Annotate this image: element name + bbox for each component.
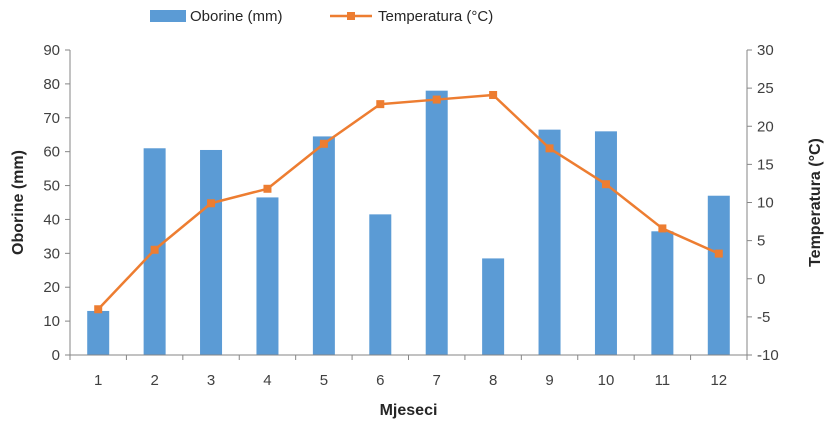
bar: [256, 197, 279, 355]
bar: [651, 231, 674, 355]
line-series-temperatura: [94, 90, 723, 314]
y-tick-label-right: 0: [757, 271, 765, 288]
x-tick-label: 4: [263, 372, 271, 389]
y-axis-title-right: Temperatura (°C): [807, 138, 824, 267]
y-tick-label-right: 20: [757, 118, 774, 135]
x-tick-label: 11: [655, 372, 671, 389]
line-point: [319, 139, 328, 148]
y-tick-label-left: 30: [43, 245, 60, 262]
y-tick-label-right: 15: [757, 156, 774, 173]
y-tick-label-right: 25: [757, 80, 774, 97]
line-point: [150, 245, 159, 254]
y-tick-label-right: 10: [757, 195, 774, 212]
line-point: [714, 249, 723, 258]
y-tick-label-right: 5: [757, 233, 765, 250]
line-point: [94, 305, 103, 314]
x-tick-label: 10: [598, 372, 615, 389]
y-tick-label-left: 70: [43, 110, 60, 127]
x-tick-label: 2: [150, 372, 158, 389]
bar-series-oborine: [87, 90, 730, 356]
x-tick-label: 5: [320, 372, 328, 389]
y-axis-title-left: Oborine (mm): [10, 150, 27, 255]
legend-swatch-oborine: [150, 10, 186, 22]
x-tick-label: 8: [489, 372, 497, 389]
bar: [369, 214, 392, 355]
y-tick-label-right: 30: [757, 42, 774, 59]
axes: [65, 49, 752, 360]
bar: [707, 195, 730, 355]
line-point: [376, 100, 385, 109]
x-tick-label: 6: [376, 372, 384, 389]
temperature-line: [97, 93, 720, 311]
y-tick-label-left: 40: [43, 211, 60, 228]
x-tick-label: 3: [207, 372, 215, 389]
y-tick-label-right: -10: [757, 347, 779, 364]
y-tick-label-left: 50: [43, 178, 60, 195]
bar: [312, 136, 335, 355]
legend-label-temperatura: Temperatura (°C): [378, 8, 493, 25]
bar: [482, 258, 505, 355]
legend-label-oborine: Oborine (mm): [190, 8, 283, 25]
bar: [538, 129, 561, 355]
y-tick-label-left: 80: [43, 76, 60, 93]
line-point: [263, 184, 272, 193]
y-tick-label-left: 0: [52, 347, 60, 364]
y-tick-label-left: 10: [43, 313, 60, 330]
y-tick-label-left: 90: [43, 42, 60, 59]
line-point: [545, 144, 554, 153]
bar: [200, 149, 223, 355]
line-point: [601, 180, 610, 189]
y-tick-label-left: 20: [43, 279, 60, 296]
legend-marker-temperatura: [347, 12, 355, 20]
bar: [87, 310, 110, 355]
x-tick-label: 7: [433, 372, 441, 389]
x-tick-label: 1: [94, 372, 102, 389]
x-tick-label: 9: [545, 372, 553, 389]
bar: [594, 131, 617, 355]
line-point: [432, 95, 441, 104]
legend: Oborine (mm) Temperatura (°C): [150, 8, 493, 25]
bar: [425, 90, 448, 356]
x-tick-label: 12: [710, 372, 727, 389]
line-point: [489, 90, 498, 99]
y-tick-label-left: 60: [43, 144, 60, 161]
y-tick-label-right: -5: [757, 309, 770, 326]
x-axis-title: Mjeseci: [380, 402, 438, 419]
line-point: [207, 199, 216, 208]
line-point: [658, 224, 667, 233]
